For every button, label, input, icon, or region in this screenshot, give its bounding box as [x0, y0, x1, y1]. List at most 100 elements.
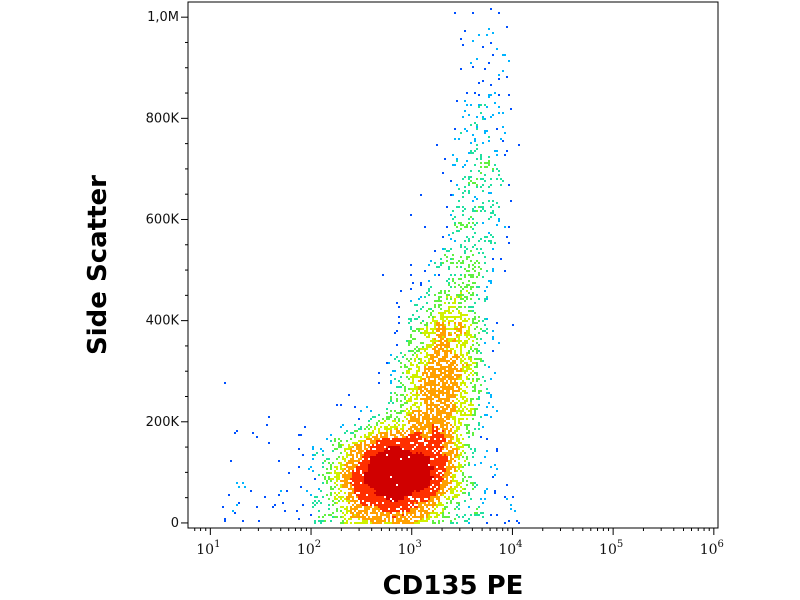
data-point — [460, 302, 462, 304]
data-point — [450, 488, 452, 490]
data-point — [460, 334, 462, 336]
data-point — [332, 462, 334, 464]
data-point — [438, 296, 440, 298]
data-point — [460, 466, 462, 468]
data-point — [422, 446, 424, 448]
data-point — [422, 514, 424, 516]
data-point — [370, 472, 372, 474]
data-point — [476, 186, 478, 188]
data-point — [420, 410, 422, 412]
data-point — [464, 164, 466, 166]
data-point — [458, 482, 460, 484]
data-point — [448, 454, 450, 456]
data-point — [380, 488, 382, 490]
data-point — [484, 290, 486, 292]
data-point — [418, 362, 420, 364]
data-point — [474, 336, 476, 338]
data-point — [422, 362, 424, 364]
data-point — [468, 506, 470, 508]
data-point — [454, 274, 456, 276]
data-point — [416, 522, 418, 524]
data-point — [450, 334, 452, 336]
data-point — [400, 490, 402, 492]
data-point — [476, 260, 478, 262]
data-point — [358, 446, 360, 448]
data-point — [464, 452, 466, 454]
data-point — [466, 256, 468, 258]
data-point — [436, 426, 438, 428]
data-point — [436, 356, 438, 358]
data-point — [422, 496, 424, 498]
data-point — [468, 430, 470, 432]
data-point — [324, 476, 326, 478]
data-point — [444, 506, 446, 508]
data-point — [400, 472, 402, 474]
data-point — [470, 180, 472, 182]
data-point — [474, 328, 476, 330]
data-point — [402, 450, 404, 452]
data-point — [370, 452, 372, 454]
data-point — [346, 466, 348, 468]
data-point — [448, 364, 450, 366]
data-point — [426, 460, 428, 462]
data-point — [390, 434, 392, 436]
data-point — [410, 522, 412, 524]
data-point — [460, 394, 462, 396]
data-point — [448, 482, 450, 484]
data-point — [504, 226, 506, 228]
data-point — [378, 466, 380, 468]
data-point — [364, 448, 366, 450]
data-point — [378, 492, 380, 494]
data-point — [386, 446, 388, 448]
data-point — [420, 388, 422, 390]
data-point — [458, 456, 460, 458]
data-point — [356, 468, 358, 470]
data-point — [436, 408, 438, 410]
data-point — [470, 250, 472, 252]
data-point — [386, 510, 388, 512]
data-point — [406, 484, 408, 486]
data-point — [366, 468, 368, 470]
data-point — [444, 402, 446, 404]
data-point — [434, 328, 436, 330]
data-point — [442, 426, 444, 428]
data-point — [422, 422, 424, 424]
data-point — [352, 512, 354, 514]
data-point — [410, 488, 412, 490]
data-point — [364, 472, 366, 474]
data-point — [400, 484, 402, 486]
data-point — [392, 506, 394, 508]
data-point — [390, 484, 392, 486]
data-point — [386, 522, 388, 524]
data-point — [444, 434, 446, 436]
data-point — [426, 418, 428, 420]
data-point — [382, 468, 384, 470]
data-point — [444, 474, 446, 476]
data-point — [404, 482, 406, 484]
data-point — [438, 414, 440, 416]
data-point — [380, 448, 382, 450]
data-point — [360, 456, 362, 458]
data-point — [376, 486, 378, 488]
data-point — [398, 478, 400, 480]
data-point — [394, 476, 396, 478]
data-point — [448, 412, 450, 414]
data-point — [392, 502, 394, 504]
data-point — [340, 506, 342, 508]
data-point — [396, 498, 398, 500]
data-point — [358, 488, 360, 490]
data-point — [322, 454, 324, 456]
data-point — [384, 452, 386, 454]
data-point — [412, 378, 414, 380]
data-point — [408, 412, 410, 414]
data-point — [478, 392, 480, 394]
data-point — [352, 496, 354, 498]
data-point — [410, 478, 412, 480]
data-point — [414, 450, 416, 452]
data-point — [484, 300, 486, 302]
data-point — [442, 324, 444, 326]
data-point — [440, 502, 442, 504]
data-point — [470, 124, 472, 126]
data-point — [408, 500, 410, 502]
